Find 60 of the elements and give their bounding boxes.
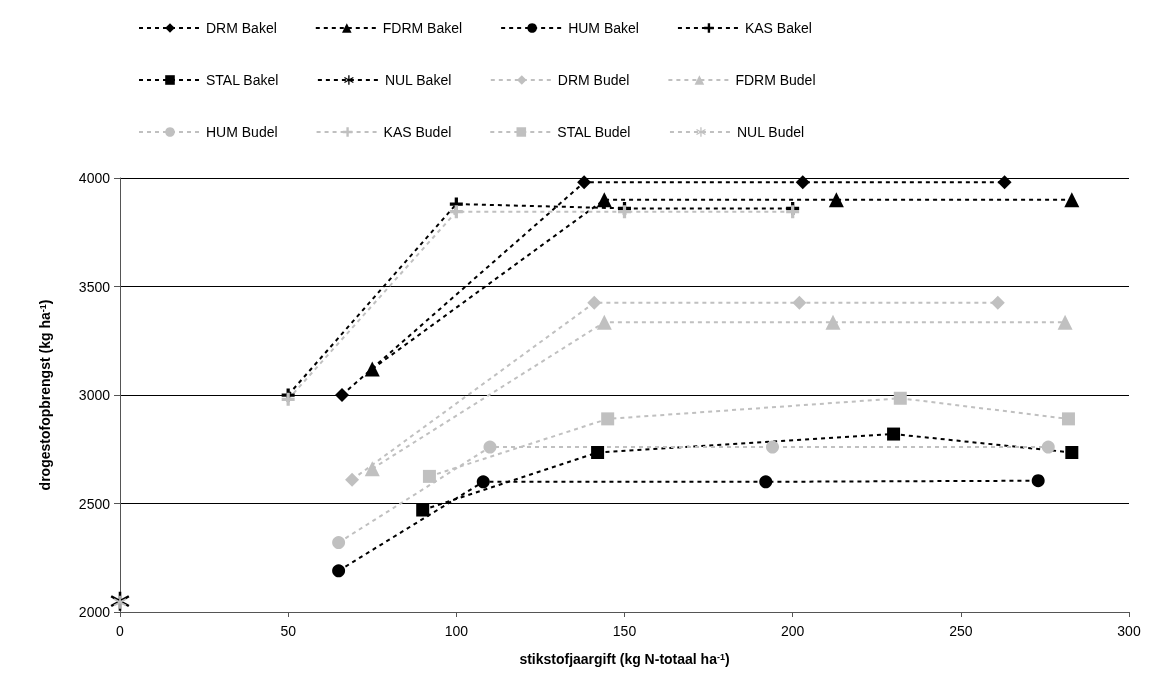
point	[1041, 440, 1055, 454]
legend-label: STAL Bakel	[206, 72, 279, 88]
point	[596, 192, 612, 208]
legend-label: DRM Bakel	[206, 20, 277, 36]
x-tick-label: 50	[280, 623, 297, 639]
point	[1065, 446, 1079, 460]
point	[618, 205, 631, 219]
point	[990, 295, 1005, 310]
x-tick-label: 100	[444, 623, 469, 639]
legend-label: KAS Budel	[383, 124, 452, 140]
point	[422, 469, 436, 483]
x-tick-label: 300	[1117, 623, 1141, 639]
point	[449, 205, 463, 219]
legend-label: DRM Budel	[557, 72, 630, 88]
point	[596, 314, 612, 330]
point	[1057, 314, 1073, 330]
point	[334, 388, 349, 402]
point	[332, 564, 346, 578]
point	[591, 446, 605, 460]
point	[759, 475, 773, 489]
legend-label: HUM Budel	[206, 124, 278, 140]
legend-label: NUL Budel	[736, 124, 805, 140]
point	[893, 391, 907, 405]
point	[786, 205, 800, 219]
y-tick-label: 2500	[78, 495, 111, 512]
point	[587, 295, 602, 310]
point	[792, 295, 807, 310]
point	[281, 392, 295, 406]
point	[1064, 192, 1080, 208]
x-tick-label: 150	[612, 623, 637, 639]
point	[766, 440, 779, 454]
point	[795, 175, 810, 190]
legend-label: HUM Bakel	[568, 20, 639, 36]
point	[1061, 412, 1075, 426]
point	[828, 192, 844, 208]
x-tick-label: 200	[780, 623, 805, 639]
y-tick-label: 3500	[78, 278, 111, 295]
point	[416, 503, 430, 517]
point	[345, 472, 360, 487]
legend-label: KAS Bakel	[744, 20, 812, 36]
point	[1031, 474, 1045, 488]
legend-label: NUL Bakel	[384, 72, 452, 88]
point	[364, 361, 380, 377]
legend-label: FDRM Bakel	[382, 20, 463, 36]
point	[483, 440, 497, 454]
x-tick-label: 0	[116, 623, 125, 639]
point	[364, 461, 380, 477]
point	[577, 175, 592, 190]
y-tick-label: 3000	[78, 387, 111, 403]
point	[601, 412, 615, 426]
point	[825, 314, 841, 330]
point	[476, 475, 490, 489]
x-tick-label: 250	[949, 623, 973, 639]
legend-label: FDRM Budel	[735, 72, 816, 88]
y-tick-label: 2000	[78, 604, 111, 620]
point	[997, 175, 1012, 190]
point	[887, 427, 901, 441]
point	[332, 536, 346, 550]
legend-label: STAL Budel	[557, 124, 631, 140]
y-tick-label: 4000	[78, 170, 111, 186]
